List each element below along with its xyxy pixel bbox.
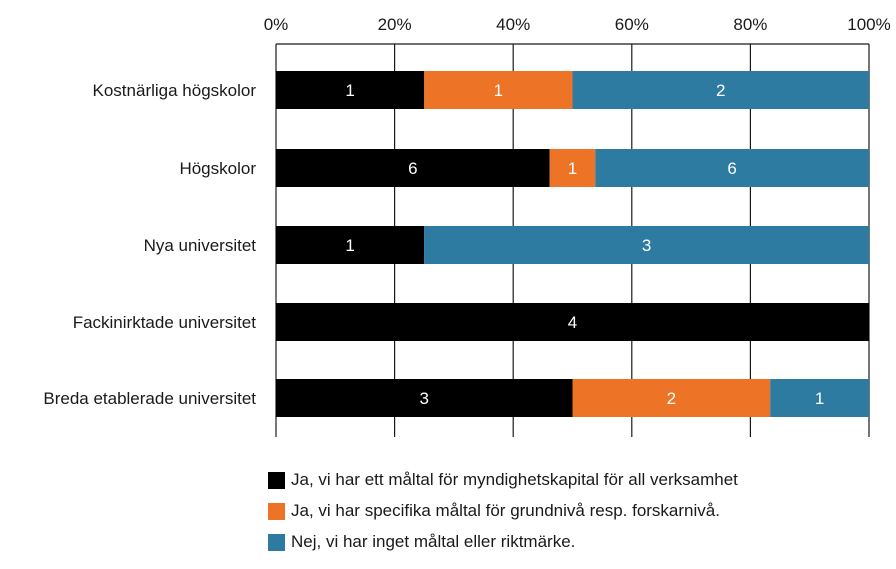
bar-segment xyxy=(276,226,425,264)
category-label: Högskolor xyxy=(179,159,256,178)
category-label: Kostnärliga högskolor xyxy=(93,81,257,100)
bar-segment xyxy=(572,71,869,109)
bar-segment xyxy=(276,71,425,109)
bar-segment xyxy=(595,149,869,187)
x-tick-label: 40% xyxy=(496,15,530,34)
data-label: 1 xyxy=(815,389,824,408)
legend-label: Ja, vi har specifika måltal för grundniv… xyxy=(291,501,720,520)
data-label: 6 xyxy=(408,159,417,178)
legend-swatch xyxy=(268,471,285,489)
bar-segment xyxy=(572,379,771,417)
category-label: Breda etablerade universitet xyxy=(43,389,256,408)
x-tick-label: 100% xyxy=(847,15,890,34)
legend-label: Nej, vi har inget måltal eller riktmärke… xyxy=(291,532,576,551)
data-label: 3 xyxy=(420,389,429,408)
x-tick-label: 20% xyxy=(378,15,412,34)
stacked-bar-chart: 1 1 2 6 1 6 1 3 4 3 2 1 0% 20% 40% 60% 80% 100% Kostnärl… xyxy=(43,15,891,437)
legend-swatch xyxy=(268,502,285,520)
legend: Ja, vi har ett måltal för myndighetskapi… xyxy=(268,470,738,563)
legend-item: Ja, vi har ett måltal för myndighetskapi… xyxy=(268,470,738,490)
data-label: 2 xyxy=(667,389,676,408)
x-tick-label: 80% xyxy=(733,15,767,34)
bar-segment xyxy=(770,379,869,417)
category-label: Nya universitet xyxy=(144,236,257,255)
bar-segment xyxy=(424,71,573,109)
bar-segment xyxy=(549,149,596,187)
data-label: 1 xyxy=(494,81,503,100)
data-label: 6 xyxy=(727,159,736,178)
bar-segment xyxy=(276,303,869,341)
data-label: 3 xyxy=(642,236,651,255)
bar-segment xyxy=(276,379,573,417)
data-label: 4 xyxy=(568,313,577,332)
category-labels: Kostnärliga högskolor Högskolor Nya univer… xyxy=(43,81,256,408)
legend-swatch xyxy=(268,533,285,551)
data-label: 1 xyxy=(568,159,577,178)
x-tick-label: 60% xyxy=(615,15,649,34)
bar-segment xyxy=(276,149,550,187)
data-label: 1 xyxy=(345,236,354,255)
legend-item: Nej, vi har inget måltal eller riktmärke… xyxy=(268,532,738,552)
data-label: 1 xyxy=(345,81,354,100)
legend-label: Ja, vi har ett måltal för myndighetskapi… xyxy=(291,470,738,489)
data-label: 2 xyxy=(716,81,725,100)
legend-item: Ja, vi har specifika måltal för grundniv… xyxy=(268,501,738,521)
x-tick-labels: 0% 20% 40% 60% 80% 100% xyxy=(264,15,891,34)
bar-segment xyxy=(424,226,869,264)
bars: 1 1 2 6 1 6 1 3 4 3 2 1 xyxy=(276,71,869,417)
category-label: Fackinirktade universitet xyxy=(73,313,257,332)
x-tick-label: 0% xyxy=(264,15,289,34)
